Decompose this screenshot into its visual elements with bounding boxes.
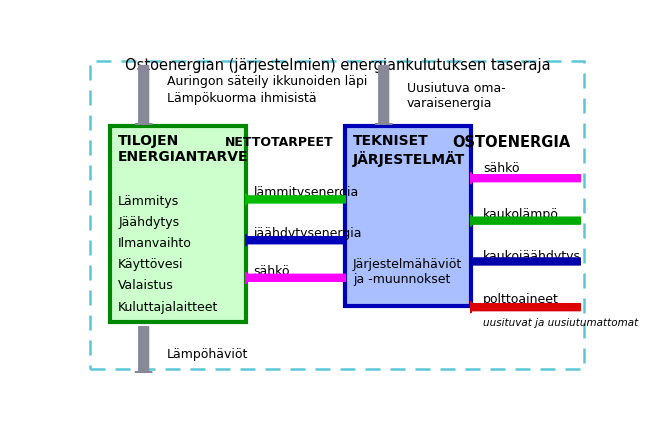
FancyBboxPatch shape [111, 126, 246, 322]
Text: NETTOTARPEET: NETTOTARPEET [225, 136, 333, 149]
Text: uusituvat ja uusiutumattomat: uusituvat ja uusiutumattomat [483, 318, 639, 329]
Text: Ilmanvaihto: Ilmanvaihto [118, 237, 192, 250]
Text: lämmitysenergia: lämmitysenergia [254, 187, 358, 199]
Text: Lämpöhäviöt: Lämpöhäviöt [167, 348, 248, 361]
Text: kaukojäähdytys: kaukojäähdytys [483, 250, 581, 263]
Text: OSTOENERGIA: OSTOENERGIA [452, 135, 571, 150]
Text: polttoaineet: polttoaineet [483, 293, 559, 306]
Text: TEKNISET
JÄRJESTELMÄT: TEKNISET JÄRJESTELMÄT [353, 134, 465, 167]
Text: Kuluttajalaitteet: Kuluttajalaitteet [118, 301, 219, 314]
Text: Ostoenergian (järjestelmien) energiankulutuksen taseraja: Ostoenergian (järjestelmien) energiankul… [125, 58, 550, 73]
Text: jäähdytysenergia: jäähdytysenergia [254, 227, 362, 240]
FancyBboxPatch shape [345, 126, 471, 306]
Text: Valaistus: Valaistus [118, 279, 174, 293]
Text: Lämmitys: Lämmitys [118, 195, 179, 207]
Text: Jäähdytys: Jäähdytys [118, 216, 179, 229]
Text: Lämpökuorma ihmisistä: Lämpökuorma ihmisistä [167, 92, 316, 105]
Text: Auringon säteily ikkunoiden läpi: Auringon säteily ikkunoiden läpi [167, 75, 367, 88]
Text: sähkö: sähkö [254, 265, 290, 278]
Text: Uusiutuva oma-
varaisenergia: Uusiutuva oma- varaisenergia [407, 82, 505, 110]
Text: Järjestelmähäviöt
ja -muunnokset: Järjestelmähäviöt ja -muunnokset [353, 258, 463, 286]
Text: kaukolämpö: kaukolämpö [483, 208, 559, 220]
Text: TILOJEN
ENERGIANTARVE: TILOJEN ENERGIANTARVE [118, 134, 248, 165]
Text: Käyttövesi: Käyttövesi [118, 258, 184, 271]
Text: sähkö: sähkö [483, 162, 520, 175]
